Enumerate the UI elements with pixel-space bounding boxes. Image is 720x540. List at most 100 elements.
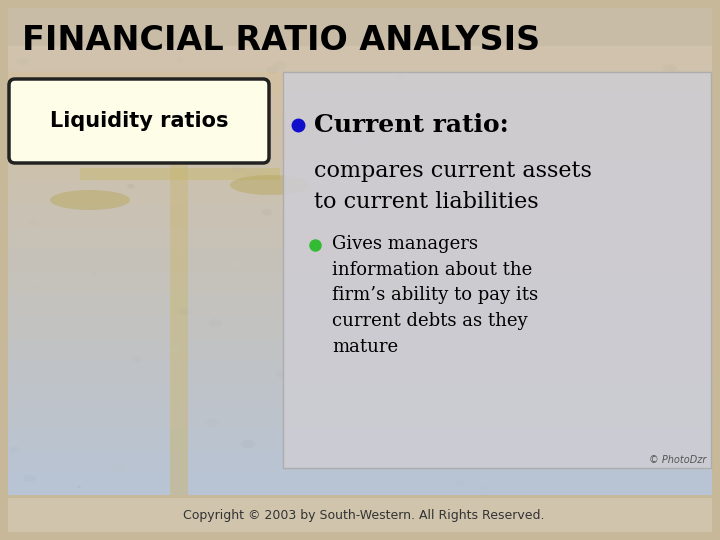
Ellipse shape	[660, 109, 667, 114]
Text: Liquidity ratios: Liquidity ratios	[50, 111, 228, 131]
Ellipse shape	[469, 240, 473, 242]
Bar	[8, 292, 712, 316]
Ellipse shape	[645, 387, 649, 389]
Ellipse shape	[50, 190, 130, 210]
Ellipse shape	[523, 180, 535, 187]
Ellipse shape	[654, 299, 669, 308]
Ellipse shape	[275, 370, 288, 377]
Ellipse shape	[468, 127, 477, 133]
Bar	[8, 136, 712, 160]
Bar	[8, 225, 712, 249]
Ellipse shape	[390, 172, 400, 179]
Ellipse shape	[300, 394, 304, 397]
Bar	[8, 448, 712, 472]
Bar	[80, 168, 280, 180]
Bar	[8, 158, 712, 182]
Ellipse shape	[176, 58, 184, 63]
Ellipse shape	[31, 109, 42, 116]
Ellipse shape	[562, 267, 572, 273]
Ellipse shape	[351, 282, 356, 285]
Text: Current ratio:: Current ratio:	[314, 113, 509, 137]
Bar	[8, 336, 712, 361]
Ellipse shape	[231, 116, 234, 118]
Ellipse shape	[27, 208, 34, 213]
Ellipse shape	[277, 205, 286, 210]
Bar	[8, 180, 712, 205]
Ellipse shape	[315, 459, 319, 461]
Text: compares current assets
to current liabilities: compares current assets to current liabi…	[314, 160, 592, 213]
Text: Copyright © 2003 by South-Western. All Rights Reserved.: Copyright © 2003 by South-Western. All R…	[184, 509, 545, 522]
Ellipse shape	[356, 135, 366, 141]
Ellipse shape	[440, 210, 444, 212]
Ellipse shape	[67, 90, 81, 98]
Bar	[8, 91, 712, 115]
Bar	[8, 8, 712, 72]
Ellipse shape	[169, 346, 181, 353]
Ellipse shape	[455, 480, 465, 486]
Ellipse shape	[575, 357, 579, 360]
Ellipse shape	[550, 405, 553, 407]
Bar	[8, 269, 712, 294]
Ellipse shape	[266, 66, 278, 73]
Ellipse shape	[86, 173, 98, 180]
Ellipse shape	[92, 273, 96, 275]
Ellipse shape	[519, 149, 523, 151]
Ellipse shape	[40, 255, 49, 260]
Ellipse shape	[692, 262, 698, 266]
Ellipse shape	[663, 64, 677, 73]
Ellipse shape	[111, 465, 125, 473]
Ellipse shape	[205, 418, 219, 427]
Ellipse shape	[457, 456, 462, 459]
Ellipse shape	[127, 184, 135, 188]
Ellipse shape	[395, 73, 405, 80]
Bar	[8, 381, 712, 406]
Text: Gives managers
information about the
firm’s ability to pay its
current debts as : Gives managers information about the fir…	[332, 235, 538, 356]
Text: FINANCIAL RATIO ANALYSIS: FINANCIAL RATIO ANALYSIS	[22, 24, 540, 57]
Ellipse shape	[436, 431, 442, 435]
Ellipse shape	[681, 380, 690, 385]
Ellipse shape	[571, 367, 576, 370]
Bar	[8, 471, 712, 495]
Bar	[8, 247, 712, 272]
Ellipse shape	[522, 244, 533, 251]
Ellipse shape	[683, 144, 698, 153]
Bar	[8, 202, 712, 227]
Ellipse shape	[172, 191, 184, 198]
Ellipse shape	[29, 284, 38, 290]
Ellipse shape	[230, 175, 310, 195]
Ellipse shape	[571, 129, 585, 137]
Ellipse shape	[515, 368, 518, 370]
Ellipse shape	[232, 166, 242, 172]
Ellipse shape	[261, 209, 272, 215]
Ellipse shape	[77, 485, 81, 488]
Bar	[8, 113, 712, 137]
Bar	[8, 498, 712, 532]
Ellipse shape	[209, 319, 222, 327]
Ellipse shape	[389, 183, 400, 189]
Ellipse shape	[619, 134, 624, 137]
Ellipse shape	[86, 180, 96, 187]
Ellipse shape	[701, 308, 709, 313]
Ellipse shape	[132, 356, 142, 362]
FancyBboxPatch shape	[283, 72, 711, 468]
Ellipse shape	[247, 166, 261, 174]
Bar	[8, 426, 712, 450]
FancyBboxPatch shape	[9, 79, 269, 163]
Bar	[170, 115, 188, 495]
Text: © PhotoDzr: © PhotoDzr	[649, 455, 706, 465]
Bar	[8, 314, 712, 339]
Ellipse shape	[438, 51, 444, 54]
Ellipse shape	[480, 485, 490, 490]
Bar	[8, 359, 712, 383]
Ellipse shape	[373, 149, 379, 152]
Ellipse shape	[241, 440, 255, 449]
Ellipse shape	[556, 403, 565, 408]
Bar	[8, 48, 712, 495]
Bar	[8, 46, 712, 70]
Bar	[8, 69, 712, 93]
Bar	[8, 403, 712, 428]
Ellipse shape	[177, 308, 189, 315]
Ellipse shape	[434, 417, 438, 420]
Ellipse shape	[23, 475, 36, 482]
Ellipse shape	[469, 353, 479, 359]
